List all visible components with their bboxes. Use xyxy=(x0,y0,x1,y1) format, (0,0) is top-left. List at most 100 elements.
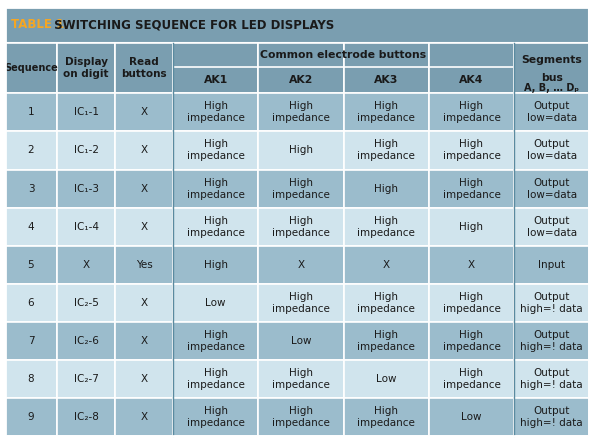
Bar xyxy=(57,43,115,93)
Bar xyxy=(343,360,429,398)
Text: Low: Low xyxy=(290,336,311,346)
Bar xyxy=(5,322,57,360)
Bar xyxy=(57,208,115,246)
Bar xyxy=(115,246,173,284)
Text: 3: 3 xyxy=(28,183,34,194)
Text: High
impedance: High impedance xyxy=(272,101,330,123)
Bar xyxy=(57,284,115,322)
Bar xyxy=(429,208,514,246)
Bar xyxy=(514,132,589,169)
Text: Sequence: Sequence xyxy=(4,63,58,73)
Text: High
impedance: High impedance xyxy=(443,101,500,123)
Text: Low: Low xyxy=(461,412,482,422)
Text: Output
low=data: Output low=data xyxy=(527,178,577,200)
Bar xyxy=(115,322,173,360)
Text: Input: Input xyxy=(538,260,565,270)
Text: Read
buttons: Read buttons xyxy=(121,57,167,79)
Text: High
impedance: High impedance xyxy=(187,139,245,161)
Bar xyxy=(258,360,343,398)
Bar xyxy=(258,169,343,208)
Text: High
impedance: High impedance xyxy=(272,368,330,390)
Bar xyxy=(173,284,258,322)
Bar xyxy=(57,398,115,436)
Bar xyxy=(514,93,589,132)
Text: AK4: AK4 xyxy=(459,75,484,84)
Text: High: High xyxy=(374,183,398,194)
Text: High: High xyxy=(459,222,484,232)
Text: 5: 5 xyxy=(28,260,34,270)
Bar xyxy=(5,360,57,398)
Bar xyxy=(514,246,589,284)
Text: AK3: AK3 xyxy=(374,75,399,84)
Bar xyxy=(343,246,429,284)
Bar xyxy=(5,284,57,322)
Text: Output
low=data: Output low=data xyxy=(527,101,577,123)
Text: High
impedance: High impedance xyxy=(443,330,500,352)
Text: High
impedance: High impedance xyxy=(187,101,245,123)
Text: X: X xyxy=(140,183,147,194)
Bar xyxy=(173,132,258,169)
Text: High
impedance: High impedance xyxy=(443,139,500,161)
Text: High
impedance: High impedance xyxy=(187,216,245,238)
Bar xyxy=(173,208,258,246)
Bar xyxy=(514,360,589,398)
Bar xyxy=(514,43,589,93)
Text: IC₂-6: IC₂-6 xyxy=(74,336,99,346)
Bar xyxy=(514,284,589,322)
Bar xyxy=(429,132,514,169)
Text: Output
high=! data: Output high=! data xyxy=(520,407,583,429)
Bar xyxy=(5,246,57,284)
Bar xyxy=(429,398,514,436)
Text: X: X xyxy=(140,374,147,384)
Text: X: X xyxy=(83,260,90,270)
Text: High
impedance: High impedance xyxy=(443,368,500,390)
Bar xyxy=(115,284,173,322)
Bar xyxy=(258,132,343,169)
Bar xyxy=(115,132,173,169)
Bar xyxy=(258,398,343,436)
Bar xyxy=(514,208,589,246)
Text: IC₁-2: IC₁-2 xyxy=(74,146,99,155)
Bar xyxy=(429,360,514,398)
Bar xyxy=(514,169,589,208)
Text: X: X xyxy=(140,107,147,117)
Bar xyxy=(115,398,173,436)
Bar xyxy=(57,360,115,398)
Text: High
impedance: High impedance xyxy=(187,330,245,352)
Bar xyxy=(173,322,258,360)
Text: Segments: Segments xyxy=(522,55,582,66)
Bar xyxy=(343,398,429,436)
Text: IC₁-4: IC₁-4 xyxy=(74,222,99,232)
Bar xyxy=(343,322,429,360)
Text: IC₁-1: IC₁-1 xyxy=(74,107,99,117)
Bar xyxy=(173,398,258,436)
Bar xyxy=(429,93,514,132)
Text: 4: 4 xyxy=(28,222,34,232)
Bar xyxy=(115,208,173,246)
Bar xyxy=(258,93,343,132)
Bar xyxy=(514,322,589,360)
Text: High
impedance: High impedance xyxy=(272,407,330,429)
Bar xyxy=(5,7,589,43)
Bar xyxy=(173,360,258,398)
Bar xyxy=(258,208,343,246)
Text: A, B, … Dₚ: A, B, … Dₚ xyxy=(524,83,579,93)
Text: X: X xyxy=(298,260,305,270)
Text: Output
low=data: Output low=data xyxy=(527,216,577,238)
Bar xyxy=(173,169,258,208)
Bar xyxy=(5,43,57,93)
Bar xyxy=(115,43,173,93)
Text: IC₂-5: IC₂-5 xyxy=(74,298,99,308)
Text: Output
high=! data: Output high=! data xyxy=(520,368,583,390)
Bar xyxy=(173,246,258,284)
Text: High
impedance: High impedance xyxy=(357,292,415,314)
Text: Output
high=! data: Output high=! data xyxy=(520,292,583,314)
Text: X: X xyxy=(140,146,147,155)
Bar xyxy=(343,284,429,322)
Bar xyxy=(57,246,115,284)
Bar xyxy=(173,43,258,93)
Bar xyxy=(343,43,429,93)
Text: SWITCHING SEQUENCE FOR LED DISPLAYS: SWITCHING SEQUENCE FOR LED DISPLAYS xyxy=(50,18,334,31)
Text: TABLE 1: TABLE 1 xyxy=(11,18,64,31)
Text: IC₂-8: IC₂-8 xyxy=(74,412,99,422)
